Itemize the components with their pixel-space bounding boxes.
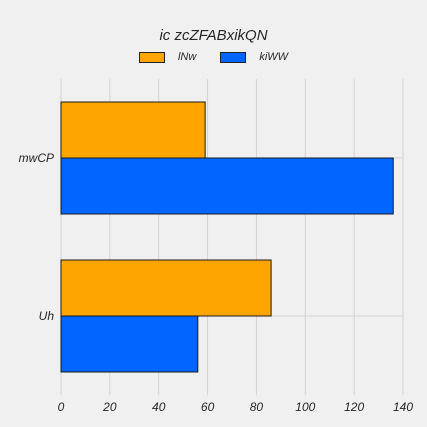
x-tick-label: 60 [201,400,215,414]
bar-lNw-mwCP [61,102,205,158]
x-tick-label: 0 [58,400,65,414]
x-tick-label: 20 [102,400,117,414]
x-tick-label: 140 [393,400,413,414]
bar-kiWW-Uh [61,316,198,372]
x-tick-label: 120 [344,400,364,414]
bar-lNw-Uh [61,260,271,316]
x-tick-label: 40 [152,400,166,414]
y-tick-label: Uh [39,309,55,323]
y-tick-label: mwCP [19,151,54,165]
x-tick-label: 80 [250,400,264,414]
bar-kiWW-mwCP [61,158,393,214]
x-tick-label: 100 [295,400,315,414]
